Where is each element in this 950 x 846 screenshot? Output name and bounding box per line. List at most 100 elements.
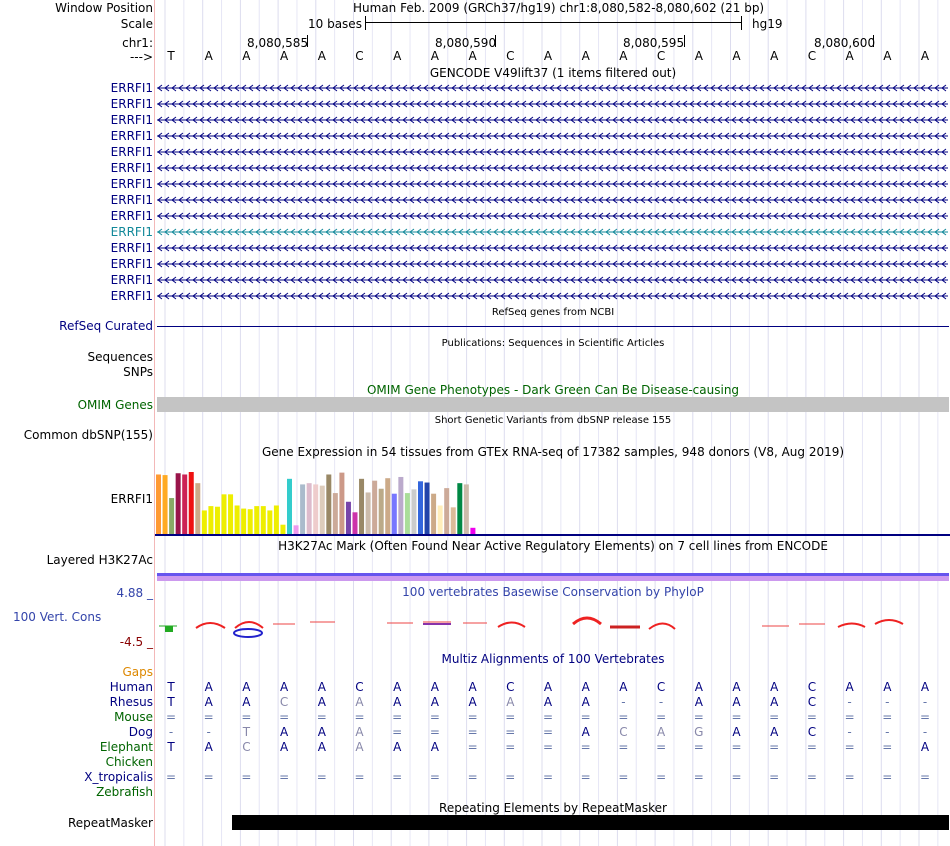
species-label[interactable]: Elephant [99, 740, 153, 754]
snps-label[interactable]: SNPs [123, 365, 153, 379]
h3k27ac-signal-top [157, 573, 949, 576]
alignment-base: = [618, 770, 629, 784]
species-label[interactable]: Chicken [105, 755, 153, 769]
gencode-gene-label[interactable]: ERRFI1 [110, 257, 153, 271]
gencode-transcript[interactable] [157, 227, 948, 237]
species-label[interactable]: X_tropicalis [84, 770, 153, 784]
gencode-gene-label[interactable]: ERRFI1 [110, 161, 153, 175]
gtex-tissue-bar [326, 474, 332, 534]
refseq-label[interactable]: RefSeq Curated [59, 319, 153, 333]
alignment-base: = [731, 770, 742, 784]
refseq-line[interactable] [157, 326, 949, 327]
gtex-title[interactable]: Gene Expression in 54 tissues from GTEx … [261, 445, 845, 459]
alignment-base: A [355, 695, 364, 709]
repeatmasker-bar[interactable] [232, 815, 949, 830]
alignment-base: A [242, 695, 251, 709]
gtex-tissue-bar [208, 506, 214, 534]
gencode-transcript[interactable] [157, 259, 948, 269]
gencode-transcript[interactable] [157, 115, 948, 125]
gencode-transcript[interactable] [157, 291, 948, 301]
alignment-base: A [279, 725, 289, 739]
gencode-transcript[interactable] [157, 83, 948, 93]
gencode-gene-label[interactable]: ERRFI1 [110, 225, 153, 239]
gencode-gene-label[interactable]: ERRFI1 [110, 113, 153, 127]
omim-bar[interactable] [157, 397, 949, 412]
base-letter: C [656, 49, 666, 63]
gtex-tissue-bar [228, 494, 234, 534]
dbsnp-label[interactable]: Common dbSNP(155) [23, 428, 153, 442]
base-letter: C [506, 49, 515, 63]
alignment-base: = [392, 770, 403, 784]
species-label[interactable]: Zebrafish [96, 785, 153, 799]
gencode-transcript[interactable] [157, 147, 948, 157]
base-letter: A [543, 49, 553, 63]
alignment-base: = [467, 740, 478, 754]
gencode-gene-label[interactable]: ERRFI1 [110, 273, 153, 287]
alignment-base: = [844, 740, 855, 754]
gtex-barchart[interactable] [155, 458, 950, 538]
alignment-base: = [769, 740, 780, 754]
gtex-tissue-bar [247, 509, 253, 534]
gencode-gene-label[interactable]: ERRFI1 [110, 209, 153, 223]
gtex-tissue-bar [221, 494, 227, 534]
alignment-base: = [241, 710, 252, 724]
gencode-transcript[interactable] [157, 163, 948, 173]
gencode-transcript[interactable] [157, 99, 948, 109]
species-label[interactable]: Dog [128, 725, 153, 739]
gencode-gene-label[interactable]: ERRFI1 [110, 129, 153, 143]
gencode-transcript[interactable] [157, 243, 948, 253]
alignment-base: = [806, 770, 817, 784]
gencode-gene-label[interactable]: ERRFI1 [110, 97, 153, 111]
base-letter: A [883, 49, 892, 63]
gencode-gene-label[interactable]: ERRFI1 [110, 193, 153, 207]
gtex-tissue-bar [372, 480, 378, 534]
species-label[interactable]: Mouse [114, 710, 153, 724]
gencode-gene-label[interactable]: ERRFI1 [110, 81, 153, 95]
refseq-title[interactable]: RefSeq genes from NCBI [491, 307, 615, 318]
gencode-transcript[interactable] [157, 131, 948, 141]
h3k27ac-label[interactable]: Layered H3K27Ac [46, 553, 153, 567]
alignment-base: - [922, 725, 928, 739]
gencode-gene-label[interactable]: ERRFI1 [110, 241, 153, 255]
species-label[interactable]: Human [109, 680, 153, 694]
gencode-gene-label[interactable]: ERRFI1 [110, 289, 153, 303]
gtex-gene-label[interactable]: ERRFI1 [110, 492, 153, 506]
alignment-base: = [693, 740, 704, 754]
alignment-base: = [656, 710, 667, 724]
gencode-transcript[interactable] [157, 275, 948, 285]
alignment-base: = [467, 725, 478, 739]
gtex-tissue-bar [280, 524, 286, 534]
gencode-transcript[interactable] [157, 211, 948, 221]
base-letter: A [204, 49, 213, 63]
multiz-title[interactable]: Multiz Alignments of 100 Vertebrates [441, 652, 665, 666]
phylop-label[interactable]: 100 Vert. Cons [13, 610, 102, 624]
gencode-transcript[interactable] [157, 195, 948, 205]
repeatmasker-label[interactable]: RepeatMasker [67, 816, 153, 830]
phylop-title[interactable]: 100 vertebrates Basewise Conservation by… [402, 585, 704, 599]
alignment-base: A [619, 680, 628, 694]
omim-title[interactable]: OMIM Gene Phenotypes - Dark Green Can Be… [366, 383, 740, 397]
omim-label[interactable]: OMIM Genes [77, 398, 153, 412]
alignment-base: - [847, 725, 852, 739]
alignment-base: A [317, 695, 326, 709]
phylop-logo[interactable] [155, 612, 950, 644]
alignment-base: = [580, 710, 591, 724]
publications-label[interactable]: Sequences [87, 350, 153, 364]
alignment-base: = [354, 770, 365, 784]
alignment-base: G [694, 725, 704, 739]
repeatmasker-title[interactable]: Repeating Elements by RepeatMasker [439, 801, 667, 815]
gaps-label[interactable]: Gaps [122, 665, 153, 679]
dbsnp-title[interactable]: Short Genetic Variants from dbSNP releas… [434, 415, 672, 426]
gencode-gene-label[interactable]: ERRFI1 [110, 177, 153, 191]
alignment-base: A [242, 680, 251, 694]
h3k27ac-title[interactable]: H3K27Ac Mark (Often Found Near Active Re… [278, 539, 828, 553]
publications-title[interactable]: Publications: Sequences in Scientific Ar… [441, 338, 665, 349]
alignment-base: = [882, 710, 893, 724]
gtex-tissue-bar [450, 507, 456, 534]
species-label[interactable]: Rhesus [109, 695, 153, 709]
gencode-gene-label[interactable]: ERRFI1 [110, 145, 153, 159]
tick-2 [495, 35, 496, 47]
gencode-transcript[interactable] [157, 179, 948, 189]
gencode-title[interactable]: GENCODE V49lift37 (1 items filtered out) [429, 66, 677, 80]
